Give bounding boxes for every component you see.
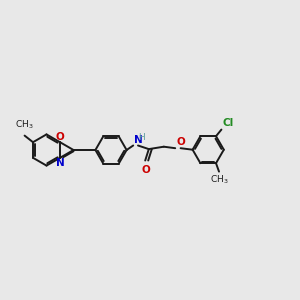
Text: O: O	[176, 137, 185, 147]
Text: CH$_3$: CH$_3$	[15, 118, 34, 131]
Text: O: O	[141, 165, 150, 175]
Text: Cl: Cl	[223, 118, 234, 128]
Text: N: N	[56, 158, 64, 168]
Text: N: N	[134, 135, 142, 145]
Text: H: H	[138, 133, 145, 142]
Text: O: O	[56, 132, 64, 142]
Text: CH$_3$: CH$_3$	[210, 173, 229, 186]
